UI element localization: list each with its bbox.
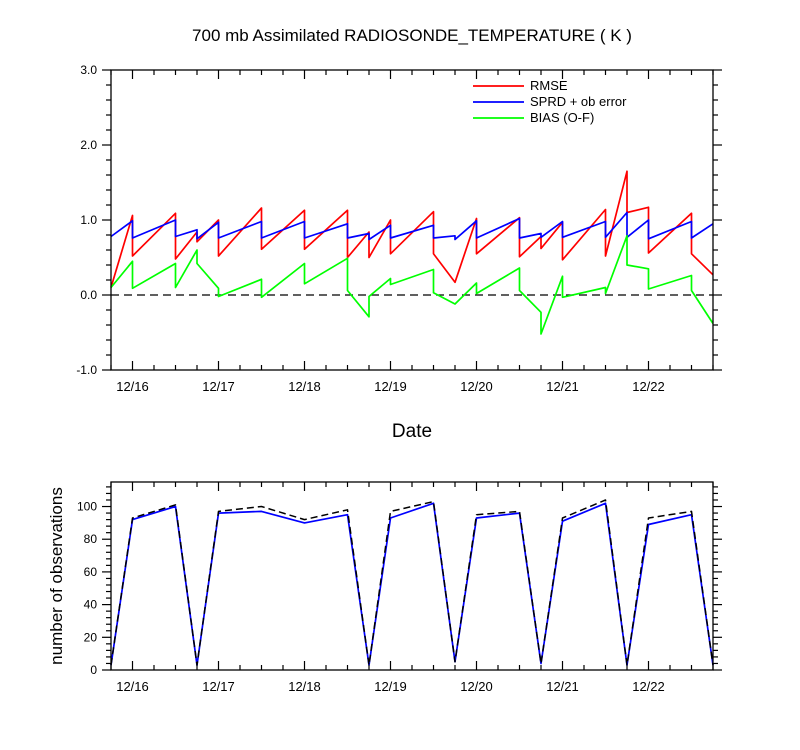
top-x-tick-label: 12/20 <box>460 379 493 394</box>
bottom-y-tick-label: 40 <box>84 598 98 612</box>
legend-label-3: BIAS (O-F) <box>530 110 594 125</box>
top-y-tick-label: 2.0 <box>80 138 97 152</box>
bottom-y-tick-label: 80 <box>84 532 98 546</box>
bottom-series-line-1 <box>110 502 714 666</box>
bottom-y-tick-label: 0 <box>90 663 97 677</box>
bottom-y-tick-label: 60 <box>84 565 98 579</box>
top-panel: 700 mb Assimilated RADIOSONDE_TEMPERATUR… <box>76 26 722 442</box>
top-x-tick-label: 12/18 <box>288 379 321 394</box>
top-x-tick-label: 12/19 <box>374 379 407 394</box>
bottom-series-line-2 <box>110 499 714 666</box>
bottom-y-tick-label: 20 <box>84 630 98 644</box>
top-series-line-3 <box>110 234 714 335</box>
top-x-tick-label: 12/22 <box>632 379 665 394</box>
top-y-tick-label: 3.0 <box>80 63 97 77</box>
top-y-tick-label: 0.0 <box>80 288 97 302</box>
top-x-axis-label: Date <box>392 421 432 442</box>
top-x-tick-labels: 12/16 12/17 12/18 12/19 12/20 12/21 12/22 <box>116 379 665 394</box>
legend-label-2: SPRD + ob error <box>530 94 627 109</box>
bottom-y-axis-label: number of observations <box>47 487 66 665</box>
bottom-x-tick-label: 12/20 <box>460 679 493 694</box>
top-y-tick-label: -1.0 <box>76 363 97 377</box>
bottom-y-tick-labels: 0 20 40 60 80 100 <box>77 500 97 677</box>
top-plot-frame <box>110 69 714 371</box>
top-x-tick-label: 12/17 <box>202 379 235 394</box>
bottom-x-tick-label: 12/18 <box>288 679 321 694</box>
top-x-tick-label: 12/16 <box>116 379 149 394</box>
top-series-line-2 <box>110 211 714 241</box>
bottom-series-group <box>110 499 714 666</box>
top-series-group <box>110 170 714 335</box>
bottom-y-tick-label: 100 <box>77 500 97 514</box>
bottom-x-tick-label: 12/22 <box>632 679 665 694</box>
bottom-x-tick-labels: 12/16 12/17 12/18 12/19 12/20 12/21 12/22 <box>116 679 665 694</box>
top-y-tick-labels: -1.0 0.0 1.0 2.0 3.0 <box>76 63 97 377</box>
bottom-x-tick-label: 12/19 <box>374 679 407 694</box>
top-series-line-1 <box>110 170 714 288</box>
top-y-tick-label: 1.0 <box>80 213 97 227</box>
top-x-tick-label: 12/21 <box>546 379 579 394</box>
top-chart-title: 700 mb Assimilated RADIOSONDE_TEMPERATUR… <box>192 26 632 45</box>
bottom-x-tick-label: 12/21 <box>546 679 579 694</box>
legend-label-1: RMSE <box>530 78 568 93</box>
bottom-x-tick-label: 12/17 <box>202 679 235 694</box>
bottom-x-tick-label: 12/16 <box>116 679 149 694</box>
bottom-ticks-group <box>102 482 722 671</box>
top-ticks-group <box>102 69 722 371</box>
